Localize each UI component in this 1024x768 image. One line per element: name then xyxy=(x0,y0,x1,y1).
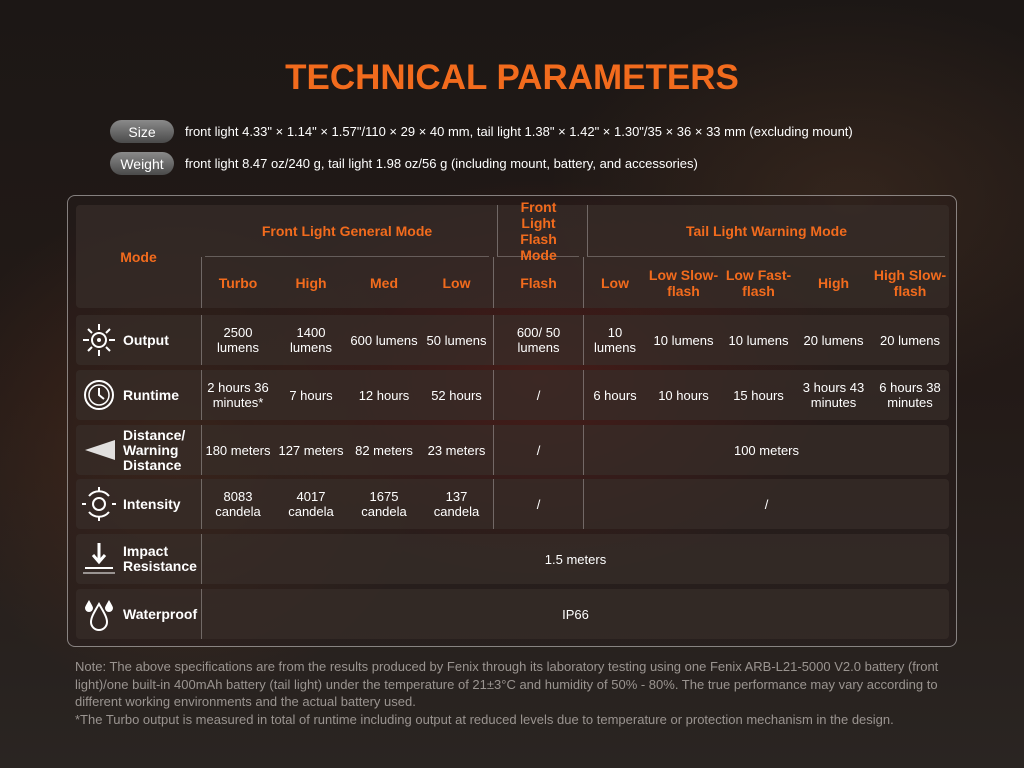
group-header: Front Light General Mode xyxy=(205,205,489,257)
cell: 127 meters xyxy=(278,442,344,458)
mode-header: High Slow-flash xyxy=(873,266,947,299)
cell: / xyxy=(493,479,583,529)
cell: 3 hours 43 minutes xyxy=(802,380,865,410)
cell: 137 candela xyxy=(433,489,480,519)
cell: 2 hours 36 minutes* xyxy=(201,370,274,420)
row-label: Waterproof xyxy=(123,605,198,622)
mode-header: High xyxy=(295,274,327,291)
mode-header: Turbo xyxy=(201,257,274,308)
table: Mode Front Light General Mode Front Light … xyxy=(67,195,957,647)
row-label: Runtime xyxy=(123,386,179,403)
row-header: Distance/ Warning Distance xyxy=(76,425,201,475)
spec-label: Weight xyxy=(110,152,174,175)
spec-label: Size xyxy=(110,120,174,143)
row-label: Output xyxy=(123,331,169,348)
cell: / xyxy=(493,425,583,475)
spec-weight: Weight front light 8.47 oz/240 g, tail l… xyxy=(110,152,698,175)
row-icon xyxy=(83,543,115,574)
cell: 52 hours xyxy=(431,387,482,403)
cell: 600 lumens xyxy=(350,332,418,348)
mode-header: Med xyxy=(370,274,398,291)
cell: 10 hours xyxy=(658,387,709,403)
table-row: Intensity 8083 candela 4017 candela 1675 ca… xyxy=(76,479,949,529)
cell: 20 lumens xyxy=(880,332,940,348)
cell: 6 hours xyxy=(583,370,646,420)
row-header: Impact Resistance xyxy=(76,534,201,584)
cell: IP66 xyxy=(201,589,949,639)
group-header: Tail Light Warning Mode xyxy=(587,205,945,257)
row-label: Distance/ Warning Distance xyxy=(123,426,186,473)
mode-header: Low xyxy=(442,274,471,291)
cell: 12 hours xyxy=(358,387,410,403)
table-row: Output 2500 lumens 1400 lumens 600 lumens 50… xyxy=(76,315,949,365)
cell: 10 lumens xyxy=(583,315,646,365)
notes: Note: The above specifications are from … xyxy=(75,658,955,728)
cell: 15 hours xyxy=(733,387,784,403)
cell: / xyxy=(493,370,583,420)
row-icon xyxy=(82,487,116,521)
cell: 23 meters xyxy=(427,442,486,458)
cell: 600/ 50 lumens xyxy=(493,315,583,365)
cell: 2500 lumens xyxy=(201,315,274,365)
cell: 10 lumens xyxy=(728,332,789,348)
mode-header: Low xyxy=(583,257,646,308)
cell: 8083 candela xyxy=(201,479,274,529)
table-row: Impact Resistance 1.5 meters xyxy=(76,534,949,584)
cell: / xyxy=(583,479,949,529)
mode-header: Flash xyxy=(493,257,583,308)
group-header: Front Light Flash Mode xyxy=(497,199,579,263)
row-label: Impact Resistance xyxy=(123,543,197,574)
cell: 180 meters xyxy=(201,425,274,475)
row-icon xyxy=(85,600,113,631)
spec-text: front light 8.47 oz/240 g, tail light 1.… xyxy=(185,156,698,171)
cell: 1675 candela xyxy=(361,489,407,519)
note: Note: The above specifications are from … xyxy=(75,659,939,709)
mode-header: Low Slow-flash xyxy=(648,266,719,299)
spec-size: Size front light 4.33" × 1.14" × 1.57"/1… xyxy=(110,120,853,143)
mode-header: Mode xyxy=(120,248,157,265)
table-row: Runtime 2 hours 36 minutes* 7 hours 12 hour… xyxy=(76,370,949,420)
row-icon xyxy=(84,380,114,410)
cell: 100 meters xyxy=(583,425,949,475)
mode-header: High xyxy=(817,274,850,291)
row-header: Intensity xyxy=(76,479,201,529)
row-header: Runtime xyxy=(76,370,201,420)
note: *The Turbo output is measured in total o… xyxy=(75,711,894,727)
cell: 20 lumens xyxy=(803,332,864,348)
cell: 4017 candela xyxy=(288,489,334,519)
cell: 50 lumens xyxy=(426,332,487,348)
cell: 82 meters xyxy=(355,442,413,458)
table-header: Mode Front Light General Mode Front Light … xyxy=(76,199,949,308)
title: TECHNICAL PARAMETERS xyxy=(285,58,739,97)
mode-header: Low Fast-flash xyxy=(725,266,792,299)
table-row: Distance/ Warning Distance 180 meters 127 … xyxy=(76,425,949,475)
cell: 6 hours 38 minutes xyxy=(879,380,941,410)
cell: 1400 lumens xyxy=(290,325,332,355)
table-row: Waterproof IP66 xyxy=(76,589,949,639)
row-label: Intensity xyxy=(123,495,181,512)
cell: 10 lumens xyxy=(653,332,714,348)
row-header: Waterproof xyxy=(76,589,201,639)
cell: 1.5 meters xyxy=(201,534,949,584)
row-icon xyxy=(83,324,115,356)
spec-text: front light 4.33" × 1.14" × 1.57"/110 × … xyxy=(185,124,853,139)
row-header: Output xyxy=(76,315,201,365)
row-icon xyxy=(85,440,115,460)
cell: 7 hours xyxy=(289,387,333,403)
